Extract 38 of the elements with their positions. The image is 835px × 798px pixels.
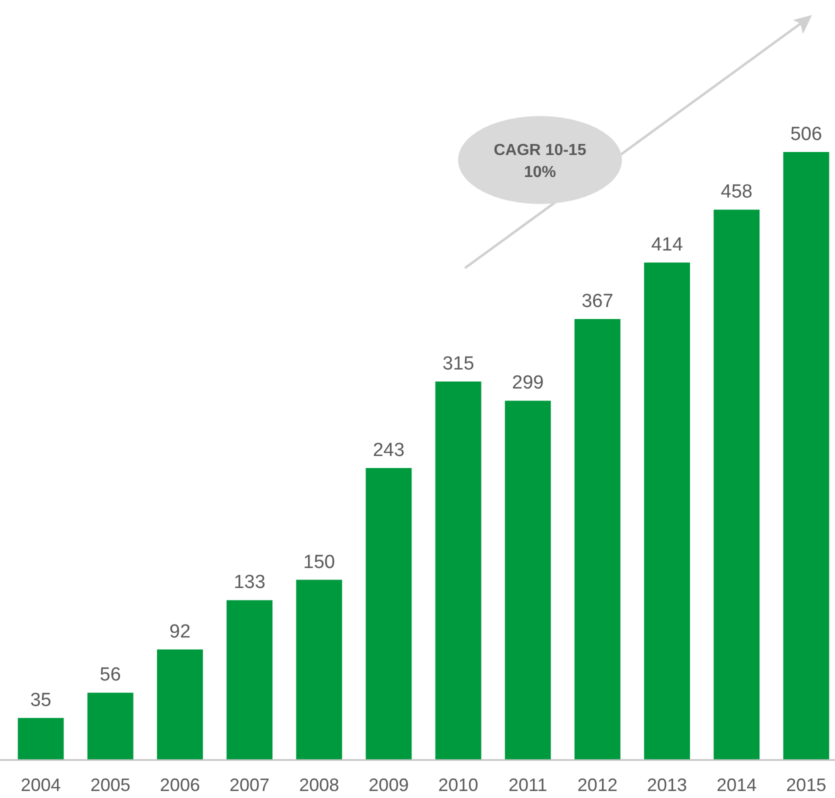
data-label: 92 — [169, 621, 191, 642]
bar — [87, 692, 134, 760]
data-label: 414 — [651, 234, 684, 256]
annotation: CAGR 10-15 — [494, 142, 586, 159]
x-tick-label: 2012 — [577, 775, 618, 795]
x-tick-label: 2005 — [90, 775, 130, 795]
data-label: 243 — [372, 440, 405, 462]
data-label: 458 — [720, 182, 752, 203]
data-label: 56 — [100, 664, 121, 686]
x-tick-label: 2013 — [647, 775, 688, 795]
x-tick-label: 2006 — [160, 775, 200, 795]
data-label: 315 — [442, 354, 474, 374]
x-tick-label: 2009 — [368, 775, 409, 795]
x-tick-label: 2015 — [786, 775, 826, 795]
data-label: 35 — [30, 690, 52, 711]
x-tick-label: 2008 — [299, 775, 340, 795]
bar — [504, 400, 551, 760]
bar — [714, 210, 760, 760]
bar — [18, 718, 64, 760]
x-tick-label: 2010 — [438, 775, 478, 795]
bar — [156, 649, 203, 760]
bar — [783, 152, 830, 760]
data-label: 150 — [303, 552, 335, 573]
annotation: 10% — [524, 164, 556, 181]
data-label: 133 — [234, 572, 266, 594]
bar — [366, 468, 412, 760]
bar — [644, 262, 690, 760]
x-tick-label: 2007 — [230, 775, 270, 795]
data-label: 299 — [512, 372, 544, 394]
data-label: 367 — [582, 291, 614, 312]
bar — [296, 580, 342, 760]
x-tick-label: 2011 — [508, 775, 548, 795]
bar — [435, 382, 482, 760]
bar — [226, 600, 273, 760]
bar — [574, 319, 620, 760]
x-tick-label: 2014 — [716, 775, 757, 795]
data-label: 506 — [790, 124, 822, 145]
x-tick-label: 2004 — [20, 775, 61, 795]
